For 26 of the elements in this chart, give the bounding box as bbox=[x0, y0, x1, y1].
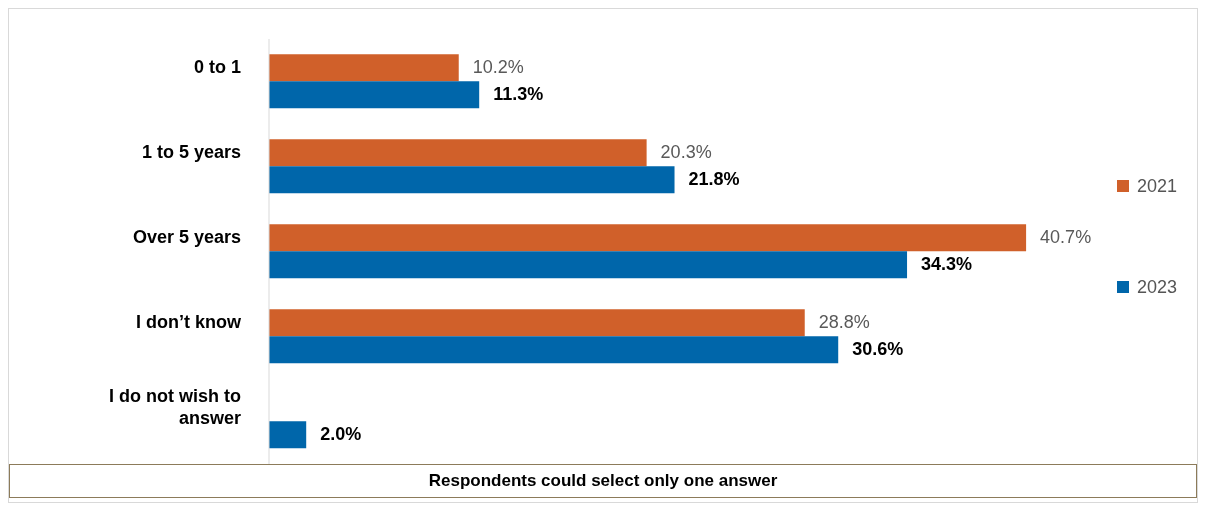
data-label: 30.6% bbox=[852, 338, 904, 359]
bar bbox=[269, 251, 908, 279]
data-label: 40.7% bbox=[1040, 226, 1092, 247]
bar bbox=[269, 336, 839, 364]
y-tick-label: I don’t know bbox=[136, 311, 242, 332]
legend-label: 2021 bbox=[1136, 175, 1177, 197]
bar bbox=[269, 309, 805, 337]
legend-label: 2023 bbox=[1136, 276, 1177, 298]
text: Respondents could select only one answer bbox=[9, 464, 1197, 498]
bar bbox=[269, 421, 307, 449]
data-label: 11.3% bbox=[493, 83, 544, 104]
bar bbox=[269, 166, 675, 194]
y-tick-label: I do not wish to answer bbox=[109, 385, 241, 428]
data-label: 2.0% bbox=[320, 423, 362, 444]
y-tick-label: 0 to 1 bbox=[193, 56, 241, 77]
y-tick-label: 1 to 5 years bbox=[141, 141, 241, 162]
data-label: 28.8% bbox=[818, 311, 870, 332]
data-label: 34.3% bbox=[921, 253, 973, 274]
y-tick-label: Over 5 years bbox=[132, 226, 241, 247]
data-label: 10.2% bbox=[472, 56, 524, 77]
bar bbox=[269, 139, 647, 167]
data-label: 21.8% bbox=[688, 168, 740, 189]
bar bbox=[269, 54, 459, 82]
data-label: 20.3% bbox=[660, 141, 712, 162]
bar bbox=[269, 81, 480, 109]
bar bbox=[269, 224, 1027, 252]
